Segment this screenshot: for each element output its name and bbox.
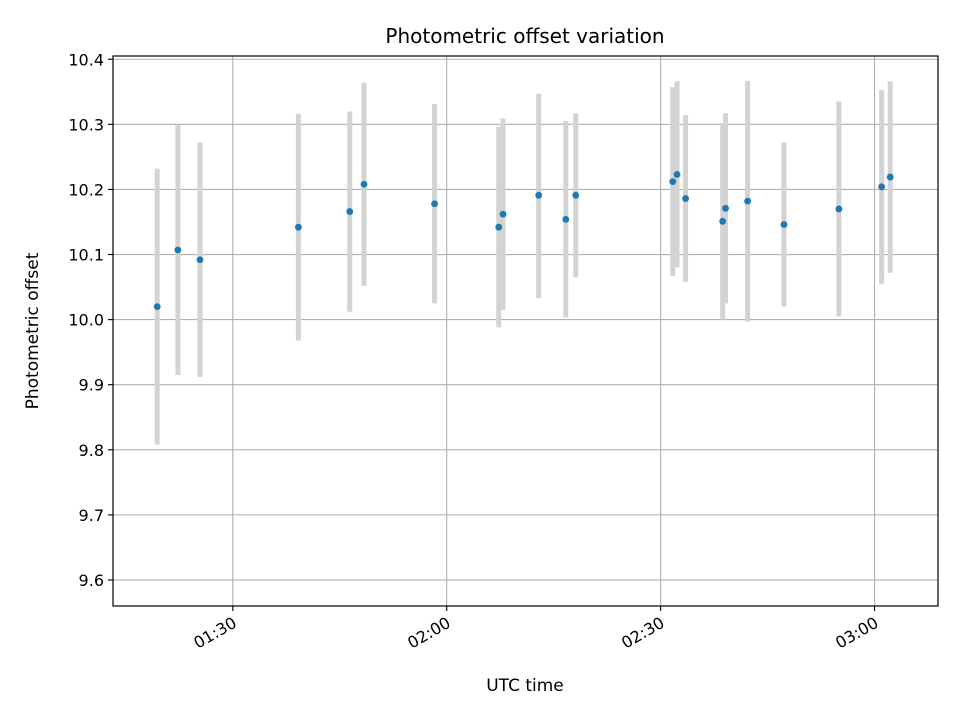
data-point	[499, 210, 507, 218]
y-axis-ticks: 9.6 9.7 9.8 9.9 10.0 10.1 10.2 10.3 10.4	[68, 50, 113, 590]
data-point	[835, 205, 843, 213]
data-point	[294, 223, 302, 231]
data-point	[153, 303, 161, 310]
data-point	[878, 183, 886, 191]
y-tick-label: 9.6	[79, 571, 104, 590]
axes-frame	[112, 55, 939, 607]
y-tick-label: 9.9	[79, 376, 104, 395]
data-point	[744, 197, 752, 205]
data-point	[495, 223, 503, 231]
data-point	[346, 208, 354, 215]
data-points	[153, 171, 894, 310]
chart-title: Photometric offset variation	[385, 24, 664, 48]
y-tick-label: 10.2	[68, 180, 104, 199]
y-tick-label: 9.8	[79, 441, 104, 460]
data-point	[562, 215, 570, 223]
y-tick-label: 9.7	[79, 506, 104, 525]
data-point	[669, 178, 677, 186]
y-tick-label: 10.0	[68, 311, 104, 330]
x-axis-label: UTC time	[486, 676, 564, 696]
data-point	[673, 171, 681, 178]
data-point	[535, 191, 543, 199]
data-point	[886, 173, 894, 181]
grid-lines	[113, 56, 938, 606]
y-axis-label: Photometric offset	[23, 252, 43, 409]
data-point	[682, 195, 689, 202]
data-point	[431, 200, 438, 208]
data-point	[572, 191, 580, 199]
data-point	[174, 246, 182, 254]
y-tick-label: 10.3	[68, 115, 104, 134]
data-point	[196, 256, 204, 264]
y-tick-label: 10.1	[68, 246, 104, 265]
data-point	[722, 204, 729, 212]
data-point	[780, 221, 788, 228]
y-tick-label: 10.4	[68, 50, 104, 69]
data-point	[719, 217, 727, 225]
data-point	[360, 180, 368, 188]
